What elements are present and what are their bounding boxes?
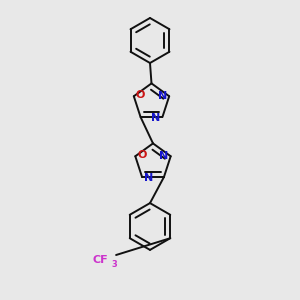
Text: 3: 3 bbox=[111, 260, 117, 269]
Text: N: N bbox=[144, 172, 153, 183]
Text: N: N bbox=[160, 151, 169, 161]
Text: N: N bbox=[151, 112, 160, 123]
Text: CF: CF bbox=[92, 255, 108, 265]
Text: O: O bbox=[136, 90, 145, 100]
Text: N: N bbox=[158, 91, 167, 101]
Text: O: O bbox=[137, 150, 147, 160]
